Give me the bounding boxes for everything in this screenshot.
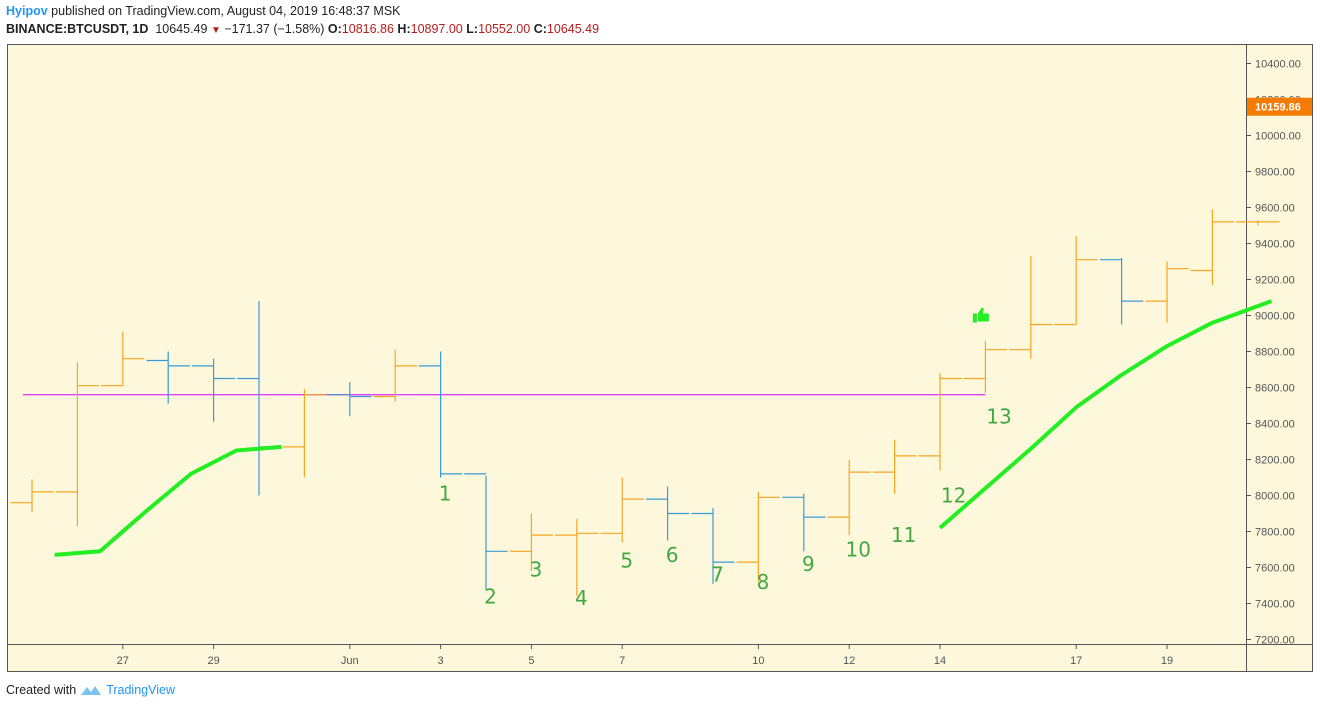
last-price: 10645.49 (155, 22, 208, 36)
count-label: 2 (484, 584, 497, 608)
x-tick-label: 19 (1161, 655, 1173, 667)
publish-info: Hyipov published on TradingView.com, Aug… (6, 4, 401, 18)
count-label: 8 (757, 570, 770, 594)
y-tick-label: 9600.00 (1255, 203, 1295, 215)
count-label: 7 (711, 563, 724, 587)
x-tick-label: 7 (619, 655, 625, 667)
close-value: 10645.49 (546, 22, 600, 36)
author-name[interactable]: Hyipov (6, 4, 48, 18)
down-arrow-icon: ▼ (210, 25, 221, 36)
count-label: 6 (666, 543, 679, 567)
y-tick-label: 8000.00 (1255, 491, 1295, 503)
count-label: 1 (439, 482, 452, 506)
moving-average-line[interactable] (938, 299, 1273, 530)
count-label: 11 (891, 523, 916, 547)
footer: Created with TradingView (6, 683, 175, 697)
low-label: L: (466, 22, 479, 36)
current-price-tag (1247, 97, 1312, 116)
y-tick-label: 10400.00 (1255, 59, 1301, 71)
close-label: C: (533, 22, 547, 36)
y-tick-label: 9000.00 (1255, 311, 1295, 323)
open-value: 10816.86 (341, 22, 394, 36)
count-label: 13 (986, 404, 1011, 428)
x-tick-label: 12 (843, 655, 855, 667)
x-tick-label: 17 (1070, 655, 1082, 667)
y-tick-label: 7800.00 (1255, 527, 1295, 539)
x-tick-label: 10 (752, 655, 764, 667)
y-tick-label: 9200.00 (1255, 275, 1295, 287)
thumbs-up-icon (972, 307, 989, 323)
low-value: 10552.00 (478, 22, 531, 36)
tradingview-brand[interactable]: TradingView (106, 683, 175, 697)
open-label: O: (327, 22, 342, 36)
y-tick-label: 9400.00 (1255, 239, 1295, 251)
plot-area[interactable] (7, 44, 1246, 644)
created-with-text: Created with (6, 683, 77, 697)
x-tick-label: 5 (528, 655, 534, 667)
publish-text: published on TradingView.com, August 04,… (51, 4, 401, 18)
symbol-info: BINANCE:BTCUSDT, 1D 10645.49 ▼ −171.37 (… (6, 22, 599, 36)
x-tick-label: Jun (341, 655, 359, 667)
count-label: 5 (620, 548, 633, 572)
count-label: 10 (846, 538, 871, 562)
y-tick-label: 10000.00 (1255, 131, 1301, 143)
y-tick-label: 9800.00 (1255, 167, 1295, 179)
current-price-label: 10159.86 (1255, 102, 1301, 114)
price-axis[interactable] (1246, 44, 1313, 644)
y-tick-label: 8200.00 (1255, 455, 1295, 467)
count-label: 4 (575, 586, 588, 610)
y-tick-label: 7200.00 (1255, 635, 1295, 647)
chart-frame (7, 44, 1313, 672)
x-tick-label: 29 (207, 655, 219, 667)
price-change: −171.37 (−1.58%) (224, 22, 325, 36)
x-tick-label: 27 (117, 655, 129, 667)
symbol-name: BINANCE:BTCUSDT, 1D (6, 22, 149, 36)
time-axis[interactable] (7, 644, 1313, 672)
count-label: 9 (802, 552, 815, 576)
tradingview-logo-icon (81, 686, 102, 695)
high-value: 10897.00 (410, 22, 463, 36)
y-tick-label: 8800.00 (1255, 347, 1295, 359)
moving-average-line[interactable] (54, 444, 282, 557)
y-tick-label: 8600.00 (1255, 383, 1295, 395)
y-tick-label: 8400.00 (1255, 419, 1295, 431)
x-tick-label: 3 (438, 655, 444, 667)
y-tick-label: 7400.00 (1255, 599, 1295, 611)
count-label: 3 (530, 557, 543, 581)
count-label: 12 (941, 484, 966, 508)
high-label: H: (397, 22, 411, 36)
y-tick-label: 7600.00 (1255, 563, 1295, 575)
x-tick-label: 14 (934, 655, 946, 667)
